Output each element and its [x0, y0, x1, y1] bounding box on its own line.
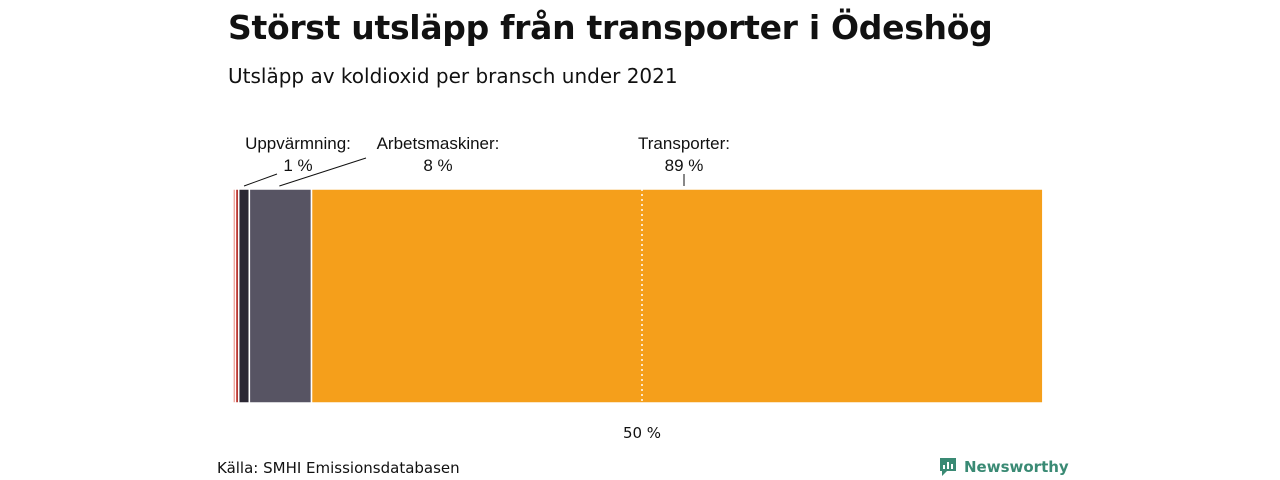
reference-line-label: 50 %: [623, 424, 661, 442]
uppvarmning-leader-line: [243, 173, 278, 187]
uppvarmning-label: Uppvärmning:: [245, 134, 351, 153]
uppvarmning-value-label: 1 %: [283, 156, 312, 175]
arbetsmaskiner-leader-line: [279, 157, 367, 187]
chart-subtitle: Utsläpp av koldioxid per bransch under 2…: [228, 64, 678, 88]
newsworthy-icon: [940, 458, 956, 476]
bar-segment-transporter: [310, 188, 1044, 404]
bar-segment-uppv-rmning: [237, 188, 251, 404]
transporter-value-label: 89 %: [665, 156, 704, 175]
bar-segment-arbetsmaskiner: [248, 188, 313, 404]
source-note: Källa: SMHI Emissionsdatabasen: [217, 459, 460, 477]
brand-name: Newsworthy: [964, 458, 1069, 476]
brand-logo: Newsworthy: [938, 456, 1069, 478]
transporter-label: Transporter:: [638, 134, 730, 153]
chart-title: Störst utsläpp från transporter i Ödeshö…: [228, 8, 993, 47]
arbetsmaskiner-value-label: 8 %: [423, 156, 452, 175]
arbetsmaskiner-label: Arbetsmaskiner:: [377, 134, 500, 153]
